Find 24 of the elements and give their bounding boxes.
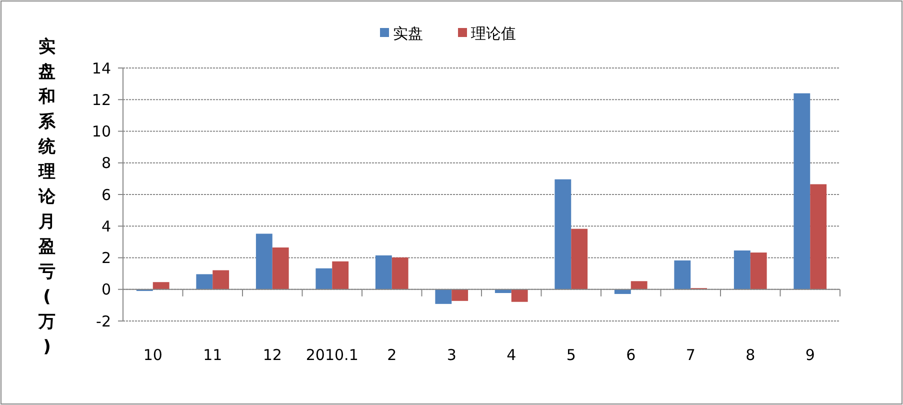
x-tick-label: 11 — [203, 346, 222, 364]
x-tick-label: 4 — [506, 346, 516, 364]
y-tick-label: 10 — [92, 122, 111, 140]
x-tick-label: 9 — [805, 346, 815, 364]
y-tick-label: 14 — [92, 59, 111, 78]
y-tick-label: 2 — [101, 249, 111, 267]
x-tick-label: 6 — [626, 346, 636, 364]
text: 实盘和系统理论月盈亏(万) — [38, 37, 56, 357]
x-tick-label: 8 — [746, 346, 756, 364]
y-tick-label: 4 — [101, 217, 111, 236]
y-tick-label: 6 — [101, 186, 111, 204]
y-tick-label: 8 — [101, 154, 111, 172]
x-tick-label: 5 — [566, 346, 576, 364]
y-tick-label: 0 — [101, 280, 111, 299]
x-tick-label: 2010.1 — [306, 346, 358, 364]
x-tick-label: 3 — [446, 346, 456, 364]
y-tick-label: 12 — [92, 90, 111, 109]
x-tick-label: 10 — [143, 346, 162, 364]
x-tick-label: 12 — [262, 346, 282, 364]
x-tick-label: 7 — [686, 346, 696, 364]
legend-label: 理论值 — [471, 24, 516, 42]
x-tick-label: 2 — [387, 346, 397, 364]
y-tick-label: -2 — [96, 312, 111, 330]
legend-label: 实盘 — [393, 24, 423, 42]
